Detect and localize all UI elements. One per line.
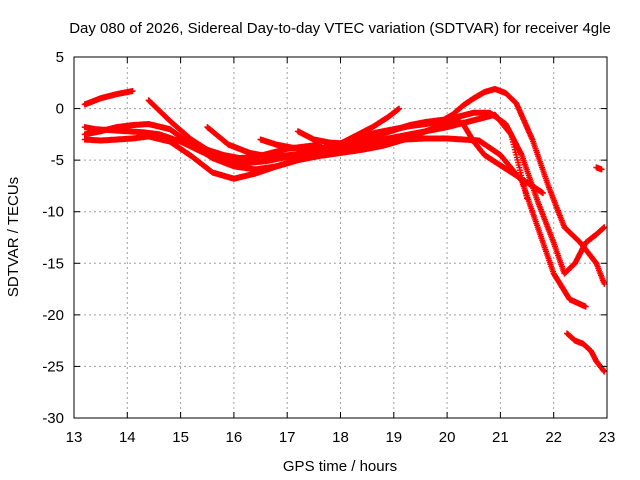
data-series <box>81 86 608 375</box>
x-tick-label: 21 <box>492 429 509 446</box>
x-tick-label: 15 <box>172 429 189 446</box>
series-track-5 <box>81 109 608 277</box>
y-tick-label: -10 <box>42 204 64 221</box>
x-tick-label: 17 <box>279 429 296 446</box>
x-tick-label: 22 <box>545 429 562 446</box>
x-tick-labels: 13 14 15 16 17 18 19 20 21 22 23 <box>66 429 616 446</box>
y-tick-label: -15 <box>42 255 64 272</box>
y-tick-label: -20 <box>42 307 64 324</box>
y-tick-label: -25 <box>42 358 64 375</box>
series-track-1 <box>81 88 136 108</box>
x-tick-label: 14 <box>119 429 136 446</box>
x-tick-label: 19 <box>385 429 402 446</box>
y-tick-label: 0 <box>56 101 64 118</box>
axis-ticks <box>73 56 608 419</box>
x-tick-label: 16 <box>226 429 243 446</box>
y-tick-label: -30 <box>42 410 64 427</box>
x-tick-label: 23 <box>599 429 616 446</box>
x-tick-label: 20 <box>439 429 456 446</box>
x-axis-label: GPS time / hours <box>283 458 397 475</box>
y-axis-label: SDTVAR / TECUs <box>5 177 22 297</box>
x-tick-label: 18 <box>332 429 349 446</box>
x-tick-label: 13 <box>66 429 83 446</box>
series-markers <box>593 164 605 173</box>
y-tick-label: -5 <box>51 152 64 169</box>
chart-title: Day 080 of 2026, Sidereal Day-to-day VTE… <box>69 20 611 37</box>
y-tick-labels: 5 0 -5 -10 -15 -20 -25 -30 <box>42 49 64 427</box>
series-markers <box>81 88 136 108</box>
series-track-9 <box>564 330 608 375</box>
series-markers <box>294 115 546 197</box>
y-tick-label: 5 <box>56 49 64 66</box>
series-track-8 <box>294 115 546 197</box>
grid-lines <box>74 57 607 418</box>
series-markers <box>81 109 608 277</box>
series-track-10 <box>593 164 605 173</box>
series-markers <box>564 330 608 375</box>
